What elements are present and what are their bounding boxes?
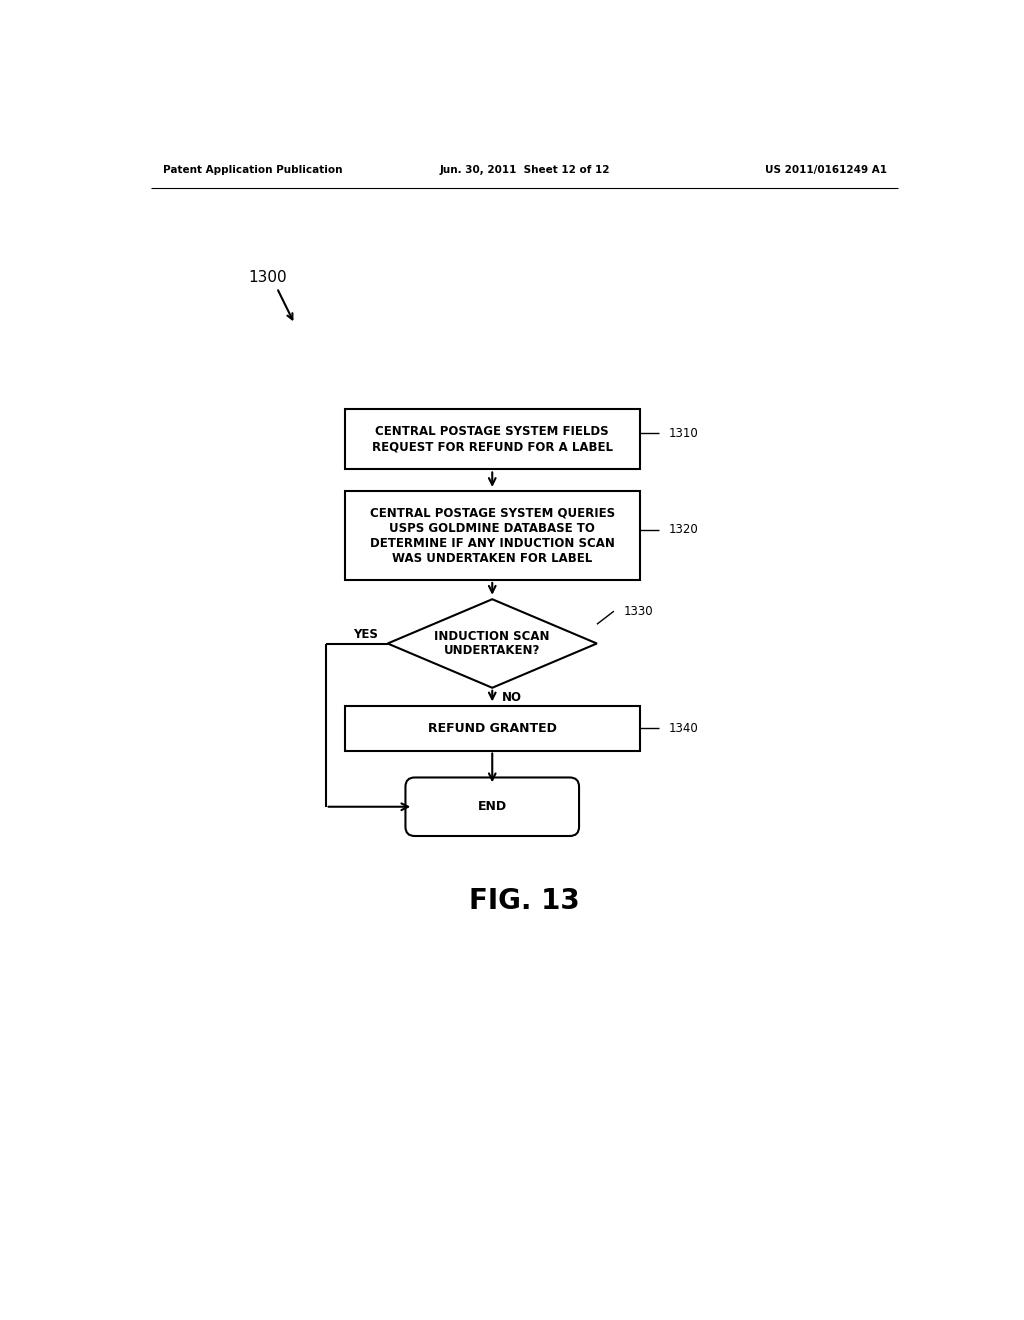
FancyBboxPatch shape	[406, 777, 579, 836]
Text: Patent Application Publication: Patent Application Publication	[163, 165, 342, 176]
Text: US 2011/0161249 A1: US 2011/0161249 A1	[765, 165, 887, 176]
Text: REFUND GRANTED: REFUND GRANTED	[428, 722, 557, 735]
Text: FIG. 13: FIG. 13	[469, 887, 581, 916]
Polygon shape	[388, 599, 597, 688]
Text: CENTRAL POSTAGE SYSTEM QUERIES
USPS GOLDMINE DATABASE TO
DETERMINE IF ANY INDUCT: CENTRAL POSTAGE SYSTEM QUERIES USPS GOLD…	[370, 507, 614, 565]
Text: END: END	[477, 800, 507, 813]
FancyBboxPatch shape	[345, 409, 640, 470]
Text: NO: NO	[502, 690, 521, 704]
Text: Jun. 30, 2011  Sheet 12 of 12: Jun. 30, 2011 Sheet 12 of 12	[439, 165, 610, 176]
FancyBboxPatch shape	[345, 491, 640, 579]
Text: 1340: 1340	[669, 722, 698, 735]
Text: CENTRAL POSTAGE SYSTEM FIELDS
REQUEST FOR REFUND FOR A LABEL: CENTRAL POSTAGE SYSTEM FIELDS REQUEST FO…	[372, 425, 612, 454]
Text: INDUCTION SCAN
UNDERTAKEN?: INDUCTION SCAN UNDERTAKEN?	[434, 630, 550, 657]
Text: 1310: 1310	[669, 426, 698, 440]
Text: 1330: 1330	[624, 605, 653, 618]
FancyBboxPatch shape	[345, 706, 640, 751]
Text: YES: YES	[353, 628, 378, 640]
Text: 1320: 1320	[669, 523, 698, 536]
Text: 1300: 1300	[248, 271, 287, 285]
